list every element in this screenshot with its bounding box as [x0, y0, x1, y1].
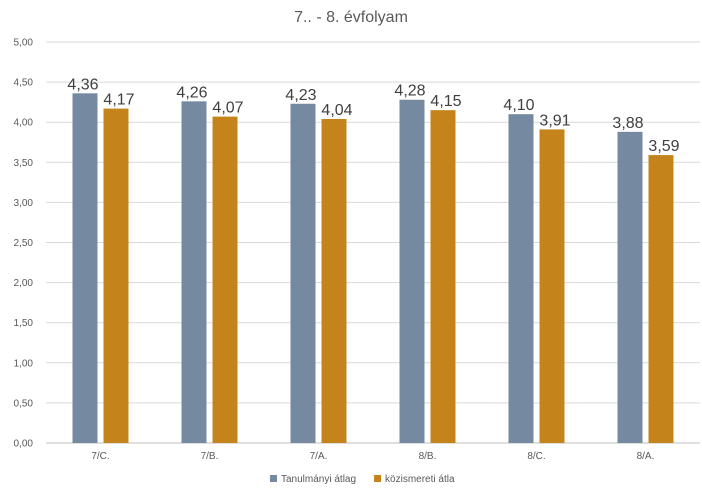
y-tick-label: 1,50 — [14, 318, 34, 329]
bar-kozismereti — [103, 108, 129, 443]
y-tick-label: 4,00 — [14, 118, 34, 129]
data-label: 4,23 — [285, 87, 316, 104]
x-tick-label: 8/A. — [637, 451, 655, 462]
data-label: 4,26 — [176, 84, 207, 101]
data-label: 4,07 — [212, 100, 243, 117]
bar-tanulmanyi — [290, 103, 316, 443]
data-label: 4,15 — [430, 93, 461, 110]
data-labels: 4,36 4,17 4,26 4,07 4,23 4,04 4,28 4,15 4,10 3,91… — [67, 76, 679, 155]
bar-kozismereti — [648, 155, 674, 443]
y-tick-label: 2,00 — [14, 278, 34, 289]
y-tick-label: 0,00 — [14, 439, 34, 450]
y-tick-label: 1,00 — [14, 358, 34, 369]
data-label: 4,17 — [103, 92, 134, 109]
chart-title: 7.. - 8. évfolyam — [294, 9, 408, 26]
bar-tanulmanyi — [508, 114, 534, 444]
data-label: 3,59 — [648, 138, 679, 155]
data-label: 3,91 — [539, 112, 570, 129]
legend-swatch — [270, 475, 277, 482]
y-tick-label: 5,00 — [14, 38, 34, 49]
bar-tanulmanyi — [617, 131, 643, 443]
y-axis-ticks: 0,00 0,50 1,00 1,50 2,00 2,50 3,00 3,50 4,00 4,50… — [14, 38, 34, 450]
data-label: 3,88 — [612, 115, 643, 132]
bar-kozismereti — [539, 129, 565, 443]
x-tick-label: 7/B. — [201, 451, 219, 462]
x-axis-ticks: 7/C. 7/B. 7/A. 8/B. 8/C. 8/A. — [91, 451, 654, 462]
gridlines — [46, 41, 700, 444]
data-label: 4,04 — [321, 102, 352, 119]
y-tick-label: 4,50 — [14, 78, 34, 89]
legend-label: közismereti átla — [385, 474, 455, 485]
x-tick-label: 8/C. — [527, 451, 545, 462]
data-label: 4,28 — [394, 83, 425, 100]
x-tick-label: 8/B. — [419, 451, 437, 462]
legend: Tanulmányi átlag közismereti átla — [270, 474, 455, 485]
y-tick-label: 3,00 — [14, 198, 34, 209]
legend-label: Tanulmányi átlag — [281, 474, 356, 485]
legend-swatch — [374, 475, 382, 482]
bar-tanulmanyi — [72, 93, 98, 443]
bars — [72, 93, 674, 444]
x-tick-label: 7/C. — [91, 451, 109, 462]
data-label: 4,36 — [67, 76, 98, 93]
bar-kozismereti — [430, 110, 456, 444]
bar-tanulmanyi — [181, 101, 207, 444]
y-tick-label: 3,50 — [14, 158, 34, 169]
x-tick-label: 7/A. — [310, 451, 328, 462]
y-tick-label: 0,50 — [14, 398, 34, 409]
bar-tanulmanyi — [399, 99, 425, 443]
y-tick-label: 2,50 — [14, 238, 34, 249]
bar-kozismereti — [321, 118, 347, 443]
data-label: 4,10 — [503, 97, 534, 114]
bar-kozismereti — [212, 116, 238, 443]
